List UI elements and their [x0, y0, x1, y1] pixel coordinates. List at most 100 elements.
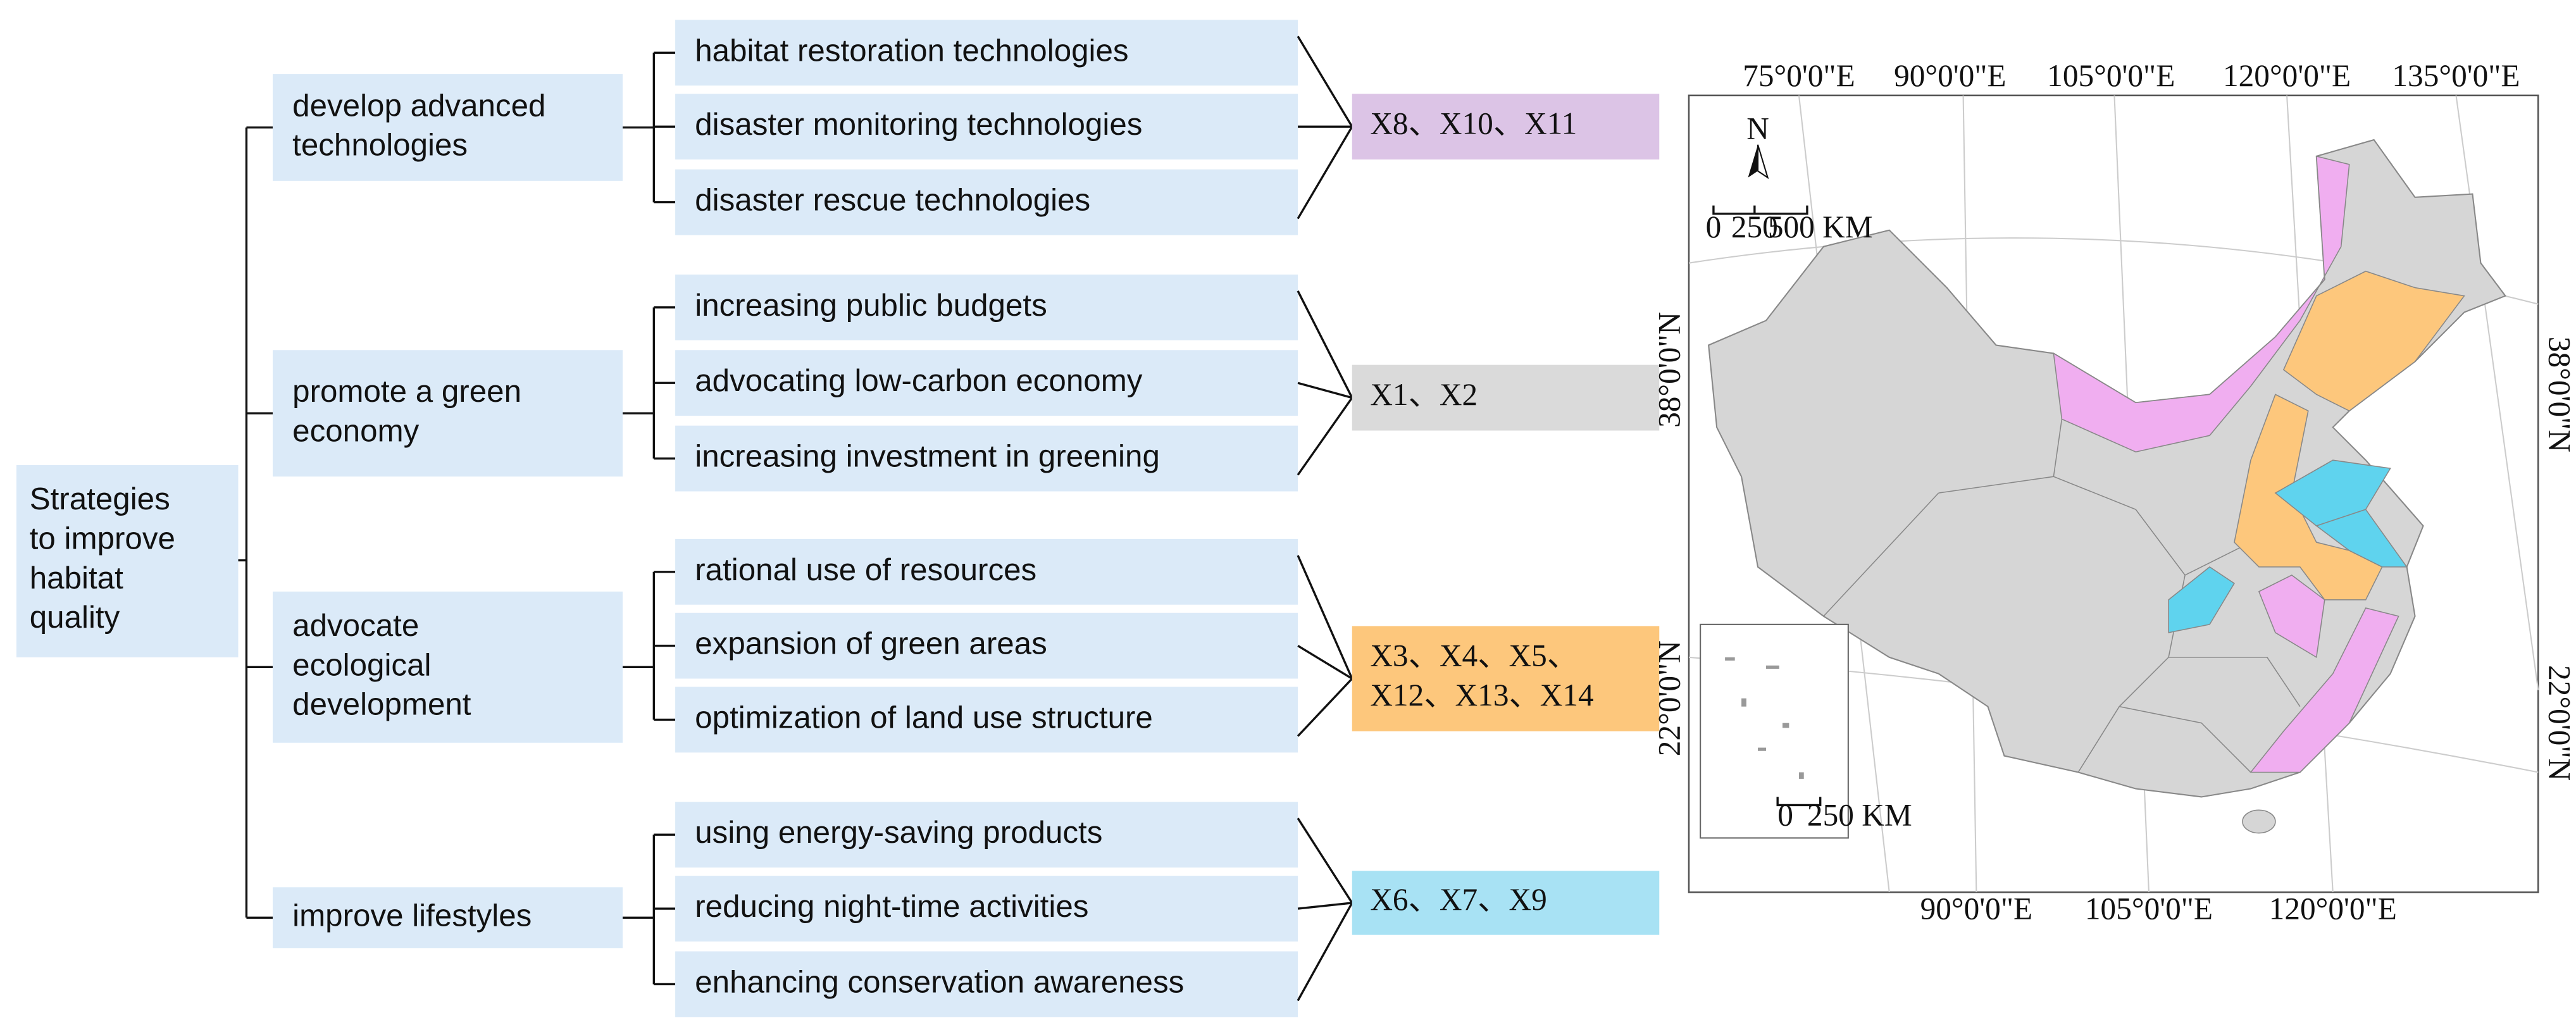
map-label: 105°0'0"E	[2085, 892, 2213, 926]
map-label: 38°0'0"N	[2542, 337, 2576, 452]
island	[2242, 809, 2276, 834]
connector	[622, 571, 656, 720]
region-orange	[2282, 270, 2465, 412]
map-label: 22°0'0"N	[1652, 640, 1686, 756]
map-label: 90°0'0"E	[1920, 892, 2032, 926]
map-label: N	[1746, 111, 1769, 146]
connector	[1297, 902, 1352, 910]
scale-bar	[1776, 797, 1822, 807]
factor-box	[1352, 626, 1660, 731]
map-label: 22°0'0"N	[2542, 665, 2576, 781]
connector	[1297, 290, 1353, 399]
label: improve lifestyles	[292, 898, 532, 933]
label: X6、X7、X9	[1370, 882, 1546, 917]
map-label: 0	[1706, 209, 1722, 244]
item-label: increasing investment in greening	[695, 439, 1160, 474]
connector	[238, 127, 248, 918]
label: X8、X10、X11	[1370, 106, 1577, 140]
north-arrow	[1757, 144, 1769, 180]
item-label: using energy-saving products	[695, 815, 1102, 850]
connector	[1297, 902, 1353, 1002]
item-box	[675, 612, 1298, 679]
connector	[1297, 126, 1353, 220]
label: X12、X13、X14	[1370, 678, 1593, 712]
map-label: 250	[1731, 209, 1778, 244]
connector	[1297, 35, 1353, 128]
item-box	[675, 687, 1298, 753]
item-label: reducing night-time activities	[695, 889, 1088, 924]
region-pink	[2053, 155, 2350, 453]
map-label: 120°0'0"E	[2269, 892, 2397, 926]
label: to improve	[30, 521, 175, 556]
map-label: 135°0'0"E	[2392, 58, 2520, 93]
connector	[1297, 645, 1353, 680]
label: ecological	[292, 647, 431, 682]
label: develop advanced	[292, 88, 545, 123]
item-label: advocating low-carbon economy	[695, 363, 1143, 398]
branch-box	[272, 350, 623, 477]
map	[1688, 94, 2539, 893]
connector	[622, 53, 656, 202]
label: quality	[30, 600, 120, 635]
item-box	[675, 425, 1298, 492]
map-label: 75°0'0"E	[1743, 58, 1855, 93]
map-label: 105°0'0"E	[2047, 58, 2175, 93]
connector	[1297, 678, 1353, 737]
root-box	[16, 465, 239, 657]
item-box	[675, 274, 1298, 340]
branch-box	[272, 74, 623, 181]
map-label: 250 KM	[1807, 798, 1912, 833]
branch-box	[272, 887, 623, 948]
region-pink	[2258, 575, 2325, 659]
item-box	[675, 876, 1298, 942]
item-label: disaster monitoring technologies	[695, 107, 1142, 142]
item-label: rational use of resources	[695, 552, 1036, 587]
item-box	[675, 951, 1298, 1017]
item-box	[675, 350, 1298, 416]
inset-islands	[1725, 657, 1804, 779]
item-label: expansion of green areas	[695, 626, 1047, 661]
scale-bar	[1712, 205, 1808, 215]
label: Strategies	[30, 482, 170, 516]
region-cyan	[2315, 509, 2408, 568]
label: X3、X4、X5、	[1370, 638, 1578, 673]
region-cyan	[2274, 459, 2391, 526]
item-box	[675, 94, 1298, 160]
connector	[1297, 818, 1353, 904]
connector	[622, 307, 656, 459]
label: X1、X2	[1370, 377, 1478, 412]
map-label: 38°0'0"N	[1652, 312, 1686, 428]
connector	[622, 835, 656, 985]
item-box	[675, 802, 1298, 868]
item-box	[675, 20, 1298, 86]
factor-box	[1352, 94, 1660, 160]
label: development	[292, 687, 471, 722]
label: promote a green	[292, 374, 521, 409]
branch-box	[272, 591, 623, 743]
item-label: optimization of land use structure	[695, 700, 1153, 735]
item-label: enhancing conservation awareness	[695, 964, 1184, 999]
connector	[1297, 382, 1353, 399]
factor-box	[1352, 364, 1660, 431]
label: technologies	[292, 128, 468, 163]
map-label: 500 KM	[1768, 209, 1873, 244]
factor-box	[1352, 871, 1660, 935]
item-box	[675, 169, 1298, 235]
region-cyan	[2168, 566, 2236, 633]
item-label: disaster rescue technologies	[695, 183, 1090, 218]
label: economy	[292, 413, 419, 448]
region-pink	[2249, 607, 2399, 773]
item-label: habitat restoration technologies	[695, 33, 1128, 68]
province-borders	[1823, 419, 2301, 773]
item-label: increasing public budgets	[695, 288, 1047, 323]
map-label: 0	[1777, 798, 1793, 833]
map-label: 120°0'0"E	[2223, 58, 2351, 93]
label: habitat	[30, 561, 123, 595]
map-label: 90°0'0"E	[1894, 58, 2006, 93]
item-box	[675, 538, 1298, 605]
label: advocate	[292, 608, 419, 643]
connector	[1297, 555, 1353, 680]
connector	[1297, 397, 1353, 476]
